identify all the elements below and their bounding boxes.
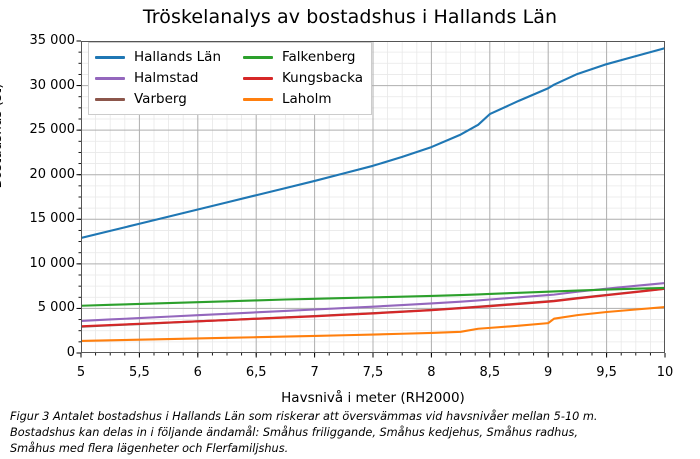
caption-line-3: Småhus med flera lägenheter och Flerfami…	[10, 442, 289, 456]
legend-item-laholm[interactable]: Laholm	[243, 90, 363, 109]
y-axis-tick-labels: 0 5 000 10 000 15 000 20 000 25 000 30 000 35 0…	[3, 34, 76, 359]
y-tick-label: 20 000	[29, 166, 76, 182]
legend-item-varberg[interactable]: Varberg	[95, 90, 221, 109]
x-tick-label: 9	[544, 365, 553, 380]
legend-item-label: Halmstad	[134, 69, 199, 86]
legend-color-swatch	[95, 98, 125, 101]
series-line-kungsbacka	[81, 287, 665, 328]
x-tick-label: 8	[427, 365, 436, 380]
series-line-hallands-län	[81, 47, 665, 240]
x-tick-label: 6,5	[245, 365, 267, 380]
chart-legend: Hallands Län Falkenberg Halmstad Kungsbacka…	[88, 42, 373, 115]
legend-item-kungsbacka[interactable]: Kungsbacka	[243, 69, 363, 88]
series-line-laholm	[81, 306, 665, 343]
legend-item-label: Kungsbacka	[282, 69, 364, 86]
x-tick-label: 7	[310, 365, 319, 380]
caption-line-2: Bostadshus kan delas in i följande ändam…	[10, 426, 578, 440]
legend-color-swatch	[95, 56, 125, 59]
legend-color-swatch	[243, 56, 273, 59]
y-tick-label: 30 000	[29, 77, 76, 93]
series-line-halmstad	[81, 281, 665, 322]
x-tick-label: 9,5	[596, 365, 617, 380]
legend-item-label: Falkenberg	[282, 48, 356, 65]
y-tick-label: 35 000	[29, 33, 76, 48]
x-tick-label: 5,5	[129, 365, 150, 380]
caption-line-1: Figur 3 Antalet bostadshus i Hallands Lä…	[10, 410, 598, 423]
y-tick-label: 0	[66, 345, 75, 360]
y-tick-label: 25 000	[29, 122, 76, 138]
y-tick-label: 15 000	[29, 211, 76, 227]
x-tick-label: 7,5	[362, 365, 384, 380]
legend-color-swatch	[95, 77, 125, 80]
legend-item-hallands-län[interactable]: Hallands Län	[95, 48, 221, 67]
legend-item-label: Varberg	[134, 90, 187, 107]
x-tick-label: 6	[193, 365, 202, 380]
series-line-falkenberg	[81, 286, 665, 307]
x-axis-label: Havsnivå i meter (RH2000)	[281, 390, 465, 406]
legend-color-swatch	[243, 77, 273, 80]
legend-item-label: Laholm	[282, 90, 332, 107]
legend-item-falkenberg[interactable]: Falkenberg	[243, 48, 363, 67]
legend-item-halmstad[interactable]: Halmstad	[95, 69, 221, 88]
y-axis-label: Bostadshus (st)	[0, 83, 5, 189]
legend-color-swatch	[243, 98, 273, 101]
x-axis-tick-labels: 5 5,5 6 6,5 7 7,5 8 8,5 9 9,5 10	[77, 360, 673, 380]
x-tick-label: 5	[76, 365, 86, 380]
y-tick-label: 10 000	[29, 255, 76, 271]
y-tick-label: 5 000	[37, 300, 75, 316]
figure-caption: Figur 3 Antalet bostadshus i Hallands Lä…	[10, 409, 690, 457]
legend-item-label: Hallands Län	[134, 48, 221, 65]
x-tick-label: 10	[656, 365, 674, 380]
page-title: Tröskelanalys av bostadshus i Hallands L…	[142, 6, 558, 28]
x-tick-label: 8,5	[479, 365, 501, 380]
